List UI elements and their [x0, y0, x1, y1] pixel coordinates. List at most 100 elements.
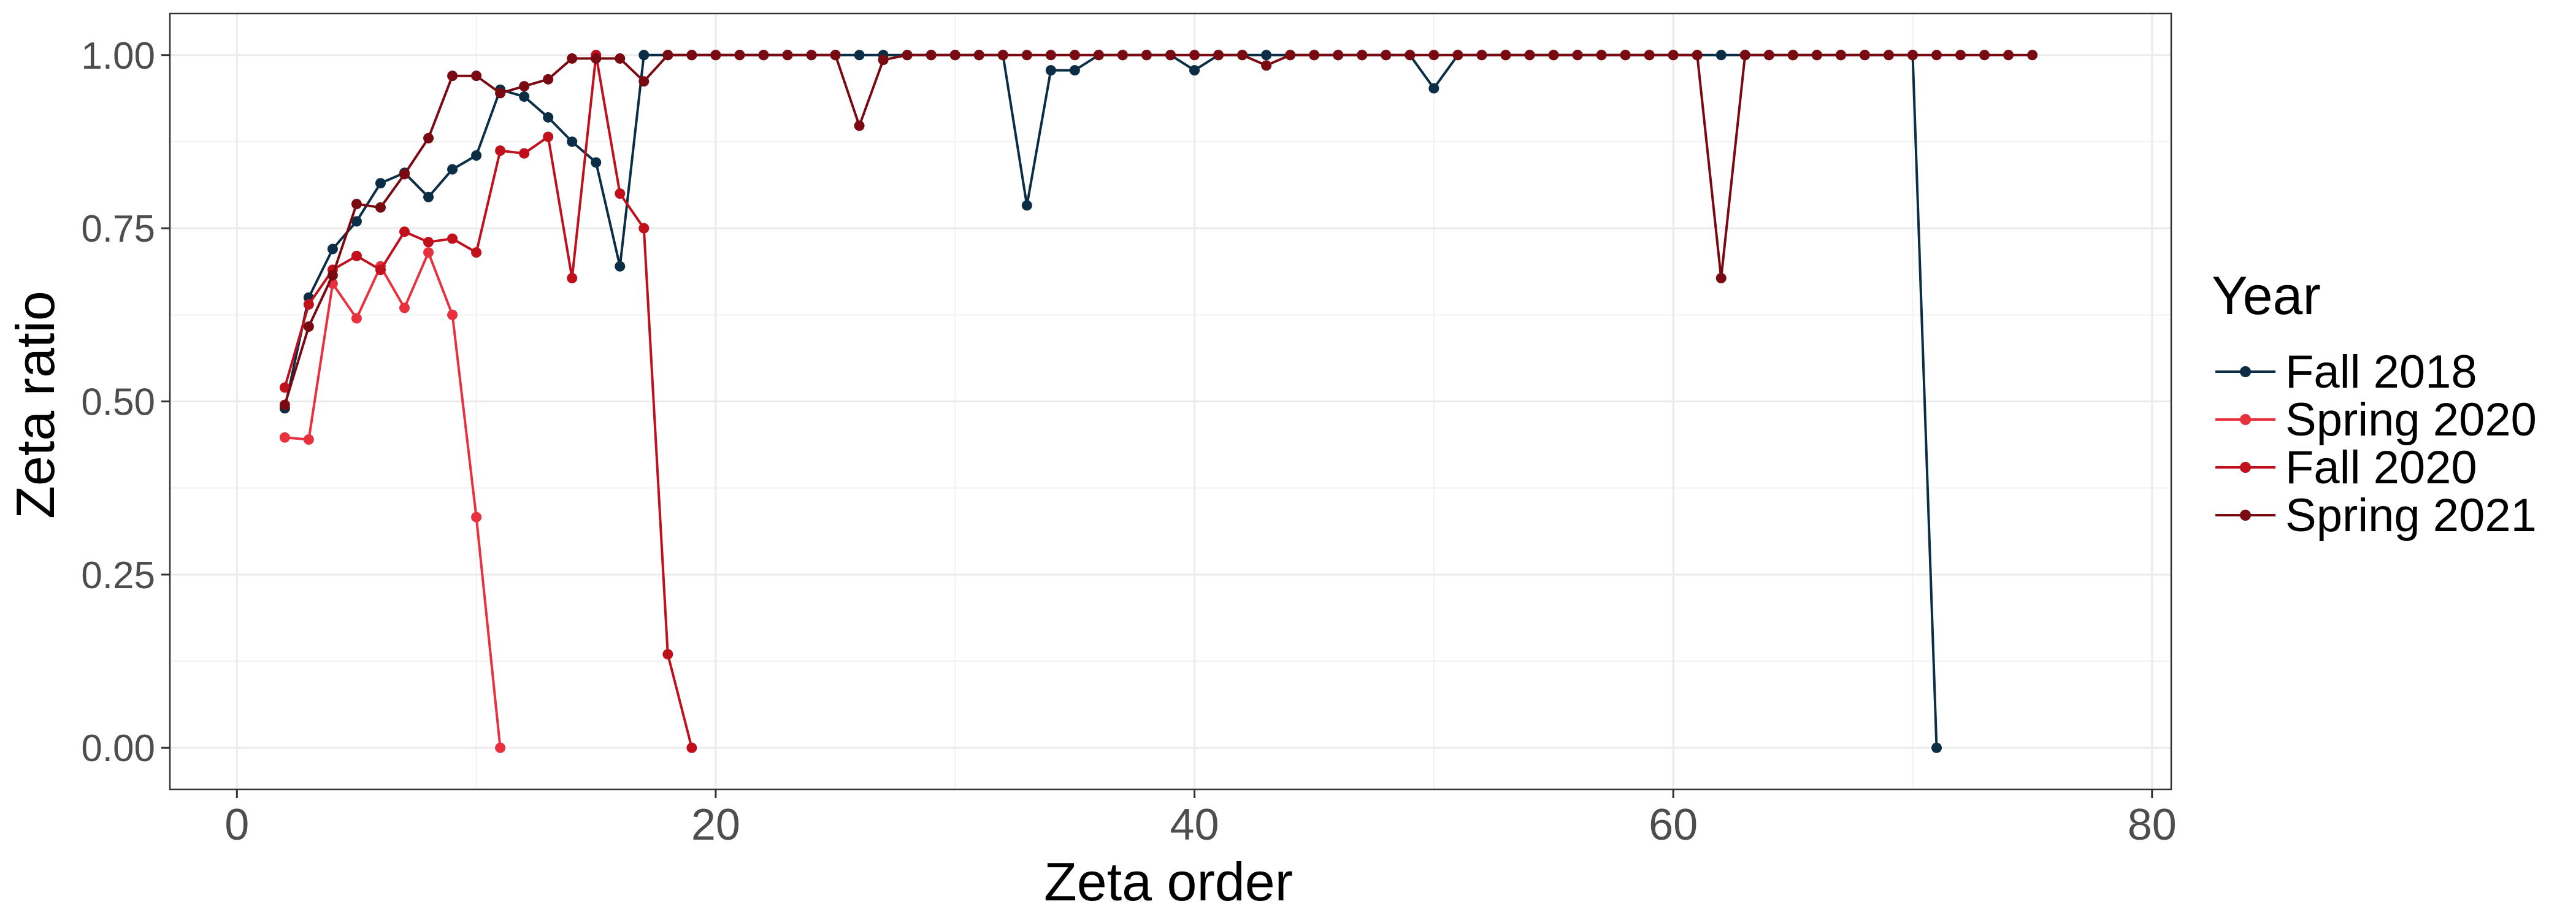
- data-point-spring-2021: [2027, 50, 2038, 61]
- data-point-fall-2020: [447, 233, 458, 244]
- data-point-fall-2018: [615, 261, 626, 272]
- data-point-spring-2021: [1333, 50, 1344, 61]
- data-point-spring-2021: [423, 132, 434, 144]
- y-tick-label: 0.50: [81, 381, 155, 424]
- data-point-spring-2021: [1093, 50, 1104, 61]
- series-line-spring-2020: [285, 251, 502, 748]
- legend-key-point: [2240, 510, 2251, 521]
- data-point-fall-2018: [591, 157, 602, 168]
- data-point-spring-2020: [303, 434, 314, 445]
- data-point-spring-2021: [1979, 50, 1990, 61]
- data-point-fall-2018: [1261, 50, 1272, 61]
- data-point-spring-2021: [1787, 50, 1798, 61]
- data-point-fall-2020: [662, 649, 673, 660]
- data-point-fall-2020: [495, 145, 506, 156]
- data-point-spring-2021: [1141, 50, 1152, 61]
- data-point-spring-2021: [949, 50, 960, 61]
- data-point-fall-2018: [567, 136, 578, 147]
- data-point-spring-2021: [1572, 50, 1583, 61]
- y-tick-label: 1.00: [81, 35, 155, 77]
- data-point-spring-2021: [758, 50, 769, 61]
- axis-ticks: 0 20 40 60 80 0.00 0.25 0.50 0.75 1.00: [81, 35, 2176, 849]
- data-point-spring-2021: [279, 399, 290, 410]
- data-point-spring-2021: [806, 50, 817, 61]
- data-point-spring-2021: [2003, 50, 2014, 61]
- data-point-spring-2021: [782, 50, 793, 61]
- data-point-spring-2021: [710, 50, 721, 61]
- data-point-fall-2020: [471, 247, 482, 258]
- data-point-spring-2021: [1452, 50, 1463, 61]
- data-point-spring-2021: [926, 50, 937, 61]
- data-point-spring-2021: [471, 71, 482, 82]
- data-point-spring-2021: [591, 53, 602, 64]
- data-point-fall-2018: [519, 91, 530, 102]
- x-tick-label: 0: [224, 800, 249, 849]
- data-point-spring-2020: [447, 309, 458, 320]
- x-tick-label: 20: [691, 800, 740, 849]
- data-point-spring-2021: [1907, 50, 1918, 61]
- legend-key-point: [2240, 462, 2251, 473]
- data-point-spring-2020: [351, 313, 362, 324]
- data-point-spring-2021: [1213, 50, 1224, 61]
- data-point-spring-2021: [1524, 50, 1535, 61]
- legend-label: Spring 2021: [2285, 489, 2537, 542]
- data-point-spring-2021: [734, 50, 745, 61]
- data-point-spring-2021: [567, 53, 578, 64]
- series-spring-2020: [279, 247, 506, 753]
- data-point-spring-2021: [1835, 50, 1846, 61]
- x-tick-label: 80: [2128, 800, 2177, 849]
- data-point-spring-2021: [327, 270, 338, 281]
- data-point-spring-2021: [1500, 50, 1511, 61]
- data-point-spring-2020: [471, 512, 482, 523]
- data-point-spring-2021: [1596, 50, 1607, 61]
- data-point-spring-2021: [543, 74, 554, 85]
- legend-label: Spring 2020: [2285, 394, 2537, 446]
- data-point-spring-2021: [1739, 50, 1750, 61]
- data-point-fall-2020: [519, 148, 530, 159]
- data-point-fall-2018: [1931, 742, 1942, 753]
- data-point-fall-2018: [423, 191, 434, 202]
- y-tick-label: 0.25: [81, 554, 155, 597]
- data-point-spring-2021: [1931, 50, 1942, 61]
- data-point-spring-2021: [1285, 50, 1296, 61]
- data-point-fall-2020: [399, 226, 410, 237]
- legend-title: Year: [2212, 265, 2321, 326]
- data-point-spring-2021: [1357, 50, 1368, 61]
- data-point-spring-2020: [423, 247, 434, 258]
- data-point-fall-2018: [638, 50, 650, 61]
- data-point-spring-2021: [902, 50, 913, 61]
- data-point-spring-2021: [878, 55, 889, 66]
- data-point-fall-2018: [1021, 200, 1032, 211]
- data-point-spring-2021: [1428, 50, 1439, 61]
- data-point-spring-2021: [638, 76, 650, 87]
- data-point-fall-2018: [543, 112, 554, 123]
- data-point-spring-2021: [519, 81, 530, 92]
- data-point-fall-2018: [1189, 65, 1200, 76]
- data-point-fall-2018: [351, 216, 362, 227]
- data-point-spring-2020: [279, 432, 290, 443]
- legend-item-fall-2020: Fall 2020: [2215, 442, 2477, 494]
- data-point-fall-2018: [327, 243, 338, 255]
- data-point-fall-2020: [638, 223, 650, 234]
- data-point-fall-2018: [854, 50, 865, 61]
- data-point-spring-2021: [1883, 50, 1894, 61]
- data-point-spring-2021: [1763, 50, 1774, 61]
- data-point-spring-2021: [662, 50, 673, 61]
- data-point-spring-2021: [447, 71, 458, 82]
- data-point-spring-2021: [997, 50, 1008, 61]
- data-point-spring-2020: [495, 742, 506, 753]
- data-point-fall-2020: [423, 237, 434, 248]
- data-point-spring-2021: [1715, 272, 1727, 283]
- series-layer: [279, 50, 2038, 753]
- data-point-fall-2020: [543, 131, 554, 142]
- data-point-spring-2021: [973, 50, 984, 61]
- data-point-fall-2018: [1069, 65, 1080, 76]
- x-tick-label: 60: [1649, 800, 1698, 849]
- data-point-spring-2021: [1811, 50, 1822, 61]
- data-point-fall-2020: [351, 250, 362, 261]
- x-tick-label: 40: [1170, 800, 1219, 849]
- data-point-spring-2021: [1692, 50, 1703, 61]
- data-point-spring-2021: [1955, 50, 1966, 61]
